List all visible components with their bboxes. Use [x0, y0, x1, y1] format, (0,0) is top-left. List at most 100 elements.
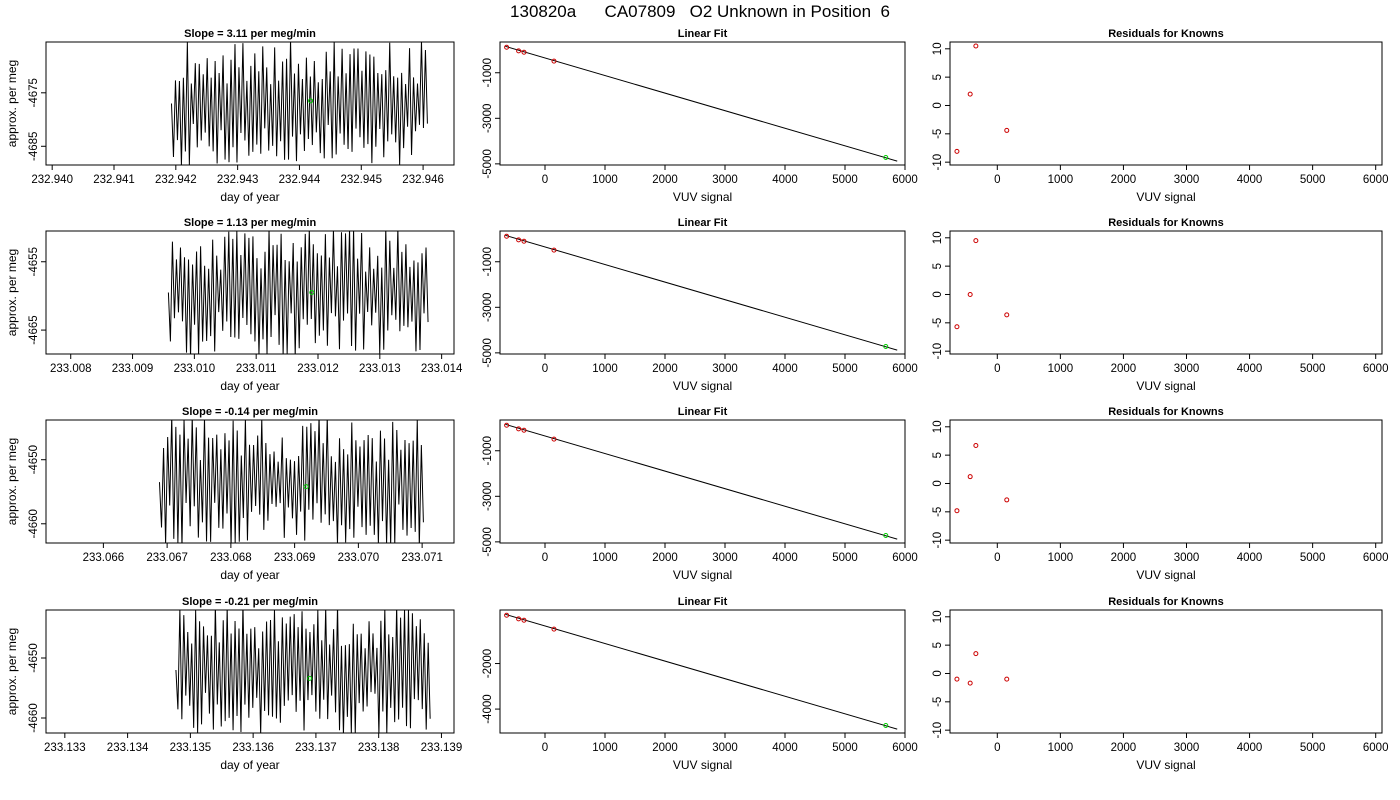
- panel-1-timeseries-title: Slope = 3.11 per meg/min: [184, 28, 316, 40]
- panel-2-residuals-xlabel: VUV signal: [1136, 379, 1195, 393]
- panel-4-residuals-xtick-label: 5000: [1300, 742, 1326, 754]
- panel-3-linear-fit-xtick-label: 6000: [892, 552, 918, 564]
- panel-4-residuals-residual-point: [973, 651, 979, 657]
- panel-1-linear-fit-unknown-point: [883, 154, 889, 160]
- panel-1-timeseries-ytick-label: -4675: [28, 78, 40, 107]
- panel-2-timeseries-ytick-label: -4665: [28, 315, 40, 344]
- panel-2-residuals-residual-point: [1004, 312, 1010, 318]
- panel-4-linear-fit-xtick-label: 0: [542, 742, 548, 754]
- panel-2-linear-fit-xlabel: VUV signal: [673, 379, 732, 393]
- panel-3-linear-fit-xtick-label: 1000: [592, 552, 618, 564]
- panel-2-linear-fit-ytick-label: -1000: [482, 247, 494, 276]
- panel-4-linear-fit-unknown-point: [883, 722, 889, 728]
- panel-4-timeseries-xtick-label: 233.136: [232, 742, 274, 754]
- panel-4-linear-fit-known-point: [516, 616, 522, 622]
- panel-3-residuals-plot-area: [954, 443, 1010, 514]
- panel-4-residuals-ytick-label: -5: [932, 697, 944, 707]
- panel-2-timeseries-title: Slope = 1.13 per meg/min: [184, 217, 317, 229]
- panel-1-linear-fit-xtick-label: 0: [542, 174, 548, 186]
- panel-2-linear-fit-known-point: [504, 233, 510, 239]
- panel-2-timeseries-xtick-label: 233.009: [112, 363, 154, 375]
- panel-1-residuals-residual-point: [973, 43, 979, 49]
- panel-1-residuals-residual-point: [967, 91, 973, 97]
- panel-2-residuals-ytick-label: 5: [932, 263, 944, 269]
- panel-3-linear-fit-fit-line: [505, 423, 898, 540]
- panel-4-residuals-residual-point: [1004, 676, 1010, 682]
- panel-2-residuals-xtick-label: 3000: [1174, 363, 1200, 375]
- panel-2-residuals-xtick-label: 2000: [1111, 363, 1137, 375]
- panel-3-residuals-xtick-label: 3000: [1174, 552, 1200, 564]
- panel-1-linear-fit-known-point: [504, 44, 510, 50]
- panel-2-residuals-xtick-label: 0: [994, 363, 1000, 375]
- panel-1-residuals-xtick-label: 3000: [1174, 174, 1200, 186]
- panel-4-residuals-xtick-label: 1000: [1048, 742, 1074, 754]
- panel-2-residuals-ytick-label: 0: [932, 291, 944, 297]
- panel-4-timeseries-signal-line: [175, 610, 431, 733]
- panel-4-linear-fit-known-point: [551, 626, 557, 632]
- panel-3-residuals-residual-point: [954, 508, 960, 514]
- panel-1-linear-fit-frame: [499, 41, 906, 166]
- panel-2-timeseries-ytick-label: -4655: [28, 247, 40, 276]
- panel-4-timeseries-xtick-label: 233.137: [295, 742, 337, 754]
- panel-1-timeseries-xtick-label: 232.941: [93, 174, 135, 186]
- panel-3-timeseries-xlabel: day of year: [220, 568, 279, 582]
- panel-1-residuals-plot-area: [954, 43, 1010, 154]
- panel-2-timeseries-signal-line: [167, 231, 429, 354]
- panel-3-linear-fit-known-point: [504, 422, 510, 428]
- panel-2-timeseries-xtick-label: 233.013: [359, 363, 401, 375]
- panel-2-timeseries-unknown-marker: [309, 290, 315, 295]
- panel-1-linear-fit-ytick-label: -5000: [482, 149, 494, 178]
- panel-4-residuals-ytick-label: 10: [932, 610, 944, 623]
- panel-2-timeseries-xtick-label: 233.011: [236, 363, 277, 375]
- panel-1-timeseries-xtick-label: 232.945: [340, 174, 382, 186]
- panel-1-timeseries-xlabel: day of year: [220, 190, 279, 204]
- panel-4-timeseries-xtick-label: 233.135: [170, 742, 212, 754]
- panel-3-timeseries-ylabel: approx. per meg: [5, 438, 19, 525]
- panel-3-timeseries-xtick-label: 233.071: [401, 552, 443, 564]
- panel-1-linear-fit-plot-area: [504, 44, 898, 162]
- panel-4-timeseries-xtick-label: 233.139: [421, 742, 463, 754]
- panel-3-timeseries-plot-area: [158, 420, 424, 543]
- panel-1-linear-fit-xlabel: VUV signal: [673, 190, 732, 204]
- panel-3-linear-fit-title: Linear Fit: [678, 406, 728, 418]
- panel-1-residuals-ytick-label: 0: [932, 102, 944, 108]
- panel-1-timeseries-signal-line: [170, 42, 428, 165]
- panel-4-timeseries-unknown-marker: [307, 675, 313, 681]
- panel-2-residuals-xtick-label: 4000: [1237, 363, 1263, 375]
- panel-1-linear-fit-known-point: [551, 58, 557, 64]
- panel-1-timeseries-ylabel: approx. per meg: [5, 60, 19, 147]
- panel-2-residuals-ytick-label: 10: [932, 231, 944, 244]
- panel-2-timeseries-ylabel: approx. per meg: [5, 249, 19, 336]
- panel-4-residuals-xtick-label: 0: [994, 742, 1000, 754]
- panel-1-timeseries-frame: [45, 41, 455, 166]
- panel-3-linear-fit-plot-area: [504, 422, 898, 540]
- panel-2-linear-fit-xtick-label: 0: [542, 363, 548, 375]
- panel-3-linear-fit-known-point: [551, 436, 557, 442]
- panel-3-timeseries-title: Slope = -0.14 per meg/min: [182, 406, 318, 418]
- panel-4-linear-fit-xtick-label: 4000: [772, 742, 798, 754]
- panel-3-residuals-title: Residuals for Knowns: [1108, 406, 1224, 418]
- panel-1-residuals-ytick-label: -10: [932, 154, 944, 171]
- panel-2-timeseries-xtick-label: 233.014: [421, 363, 463, 375]
- panel-4-timeseries-xtick-label: 233.138: [358, 742, 400, 754]
- panel-3-linear-fit-xtick-label: 3000: [712, 552, 738, 564]
- panel-4-residuals-xtick-label: 4000: [1237, 742, 1263, 754]
- panel-4-linear-fit-xtick-label: 3000: [712, 742, 738, 754]
- panel-4-residuals-ytick-label: 0: [932, 670, 944, 676]
- panel-2-linear-fit-xtick-label: 2000: [652, 363, 678, 375]
- panel-4-residuals-residual-point: [954, 676, 960, 682]
- panel-1-timeseries-xtick-label: 232.946: [402, 174, 444, 186]
- panel-4-residuals-ytick-label: -10: [932, 722, 944, 739]
- panel-3-linear-fit-xtick-label: 0: [542, 552, 548, 564]
- panel-3-timeseries-xtick-label: 233.069: [274, 552, 316, 564]
- panel-3-timeseries-xtick-label: 233.067: [146, 552, 188, 564]
- panel-2-residuals-ytick-label: -10: [932, 343, 944, 360]
- panel-4-linear-fit-xtick-label: 5000: [832, 742, 858, 754]
- panel-4-timeseries-xtick-label: 233.133: [44, 742, 86, 754]
- panel-2-residuals-plot-area: [954, 238, 1010, 330]
- panel-4-residuals-plot-area: [954, 651, 1010, 686]
- panel-2-timeseries-plot-area: [167, 231, 429, 354]
- panel-4-residuals-xlabel: VUV signal: [1136, 758, 1195, 772]
- panel-3-timeseries-unknown-marker: [303, 484, 309, 490]
- panel-2-linear-fit-xtick-label: 6000: [892, 363, 918, 375]
